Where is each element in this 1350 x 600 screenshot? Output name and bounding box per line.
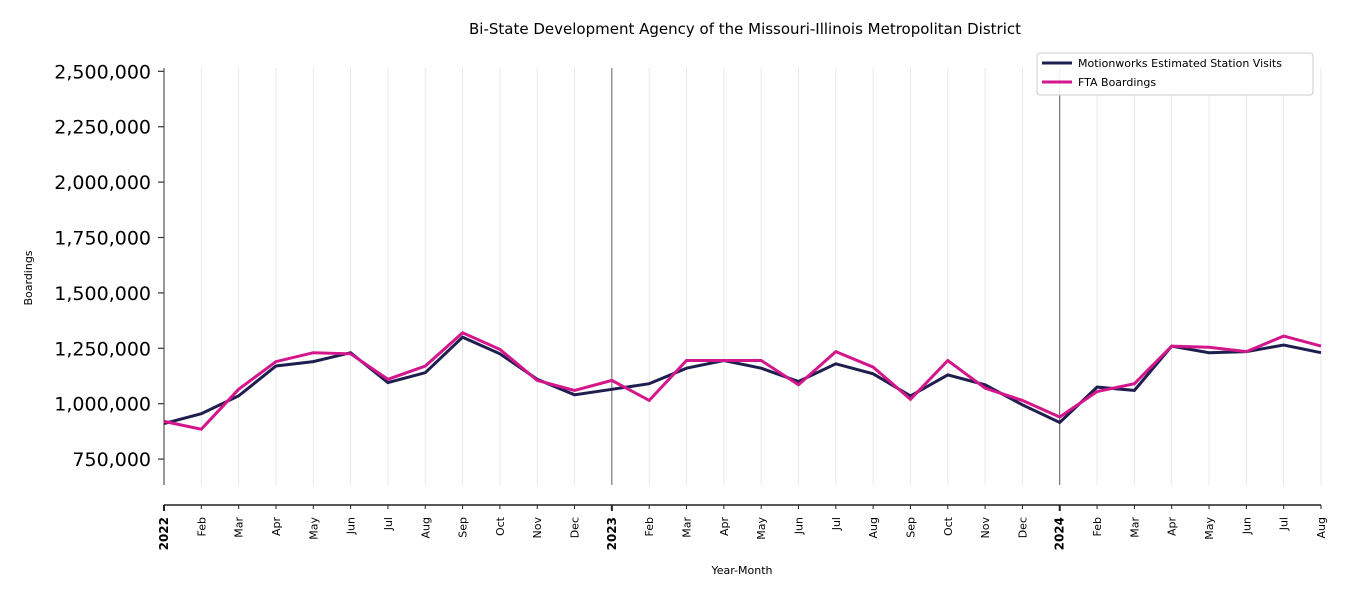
x-tick-label: 2023 bbox=[605, 517, 619, 550]
x-tick-label: Oct bbox=[494, 516, 507, 536]
y-tick-label: 750,000 bbox=[72, 449, 151, 471]
legend-frame bbox=[1036, 52, 1314, 96]
x-tick-label: Apr bbox=[1166, 517, 1179, 537]
x-tick-label: Aug bbox=[419, 517, 432, 538]
x-tick-label: Mar bbox=[1128, 517, 1141, 538]
y-tick-label: 1,500,000 bbox=[54, 283, 151, 305]
y-axis: 750,000 1,000,000 1,250,000 1,500,000 1,750,… bbox=[54, 61, 165, 485]
x-tick-label: Apr bbox=[270, 517, 283, 537]
x-tick-label: Jul bbox=[830, 517, 843, 531]
x-tick-label: Jul bbox=[1278, 517, 1291, 531]
chart-title: Bi-State Development Agency of the Misso… bbox=[469, 20, 1021, 38]
x-tick-label: Mar bbox=[681, 517, 694, 538]
y-tick-label: 1,750,000 bbox=[54, 228, 151, 250]
x-tick-label: Feb bbox=[1091, 517, 1104, 536]
x-axis-label: Year-Month bbox=[710, 564, 772, 577]
legend-label-motionworks: Motionworks Estimated Station Visits bbox=[1078, 57, 1282, 70]
y-tick-label: 1,000,000 bbox=[54, 394, 151, 416]
series-line-motionworks bbox=[163, 335, 1322, 426]
vertical-gridlines bbox=[200, 68, 1322, 485]
x-tick-label: Jun bbox=[1240, 517, 1253, 535]
x-axis: 2022 Feb Mar Apr May Jun Jul Aug Sep Oct Nov Dec 202… bbox=[157, 504, 1328, 550]
x-tick-label: Jun bbox=[345, 517, 358, 535]
x-tick-label: Apr bbox=[718, 517, 731, 537]
x-tick-label: Sep bbox=[904, 517, 917, 538]
x-tick-label: Sep bbox=[457, 517, 470, 538]
x-tick-label: Mar bbox=[233, 517, 246, 538]
legend-label-fta: FTA Boardings bbox=[1078, 76, 1156, 89]
x-tick-label: Feb bbox=[195, 517, 208, 536]
x-tick-label: Oct bbox=[942, 516, 955, 536]
x-tick-label: Aug bbox=[1315, 517, 1328, 538]
y-axis-label: Boardings bbox=[22, 250, 35, 305]
y-tick-label: 2,500,000 bbox=[54, 61, 151, 83]
x-tick-label: May bbox=[1203, 517, 1216, 540]
y-tick-label: 2,250,000 bbox=[54, 117, 151, 139]
x-tick-label: Dec bbox=[1016, 517, 1029, 538]
series-lines bbox=[163, 331, 1322, 431]
x-tick-label: Aug bbox=[867, 517, 880, 538]
x-tick-label: Dec bbox=[569, 517, 582, 538]
x-tick-label: Jun bbox=[792, 517, 805, 535]
x-tick-label: 2024 bbox=[1053, 517, 1067, 550]
x-tick-label: May bbox=[755, 517, 768, 540]
y-tick-label: 1,250,000 bbox=[54, 338, 151, 360]
legend: Motionworks Estimated Station Visits FTA… bbox=[1036, 52, 1314, 96]
x-tick-label: Jul bbox=[382, 517, 395, 531]
x-tick-label: Feb bbox=[643, 517, 656, 536]
x-tick-label: Nov bbox=[979, 517, 992, 539]
series-line-fta bbox=[163, 331, 1322, 431]
x-tick-label: May bbox=[307, 517, 320, 540]
x-tick-label: 2022 bbox=[157, 517, 171, 550]
y-tick-label: 2,000,000 bbox=[54, 172, 151, 194]
x-tick-label: Nov bbox=[531, 517, 544, 539]
